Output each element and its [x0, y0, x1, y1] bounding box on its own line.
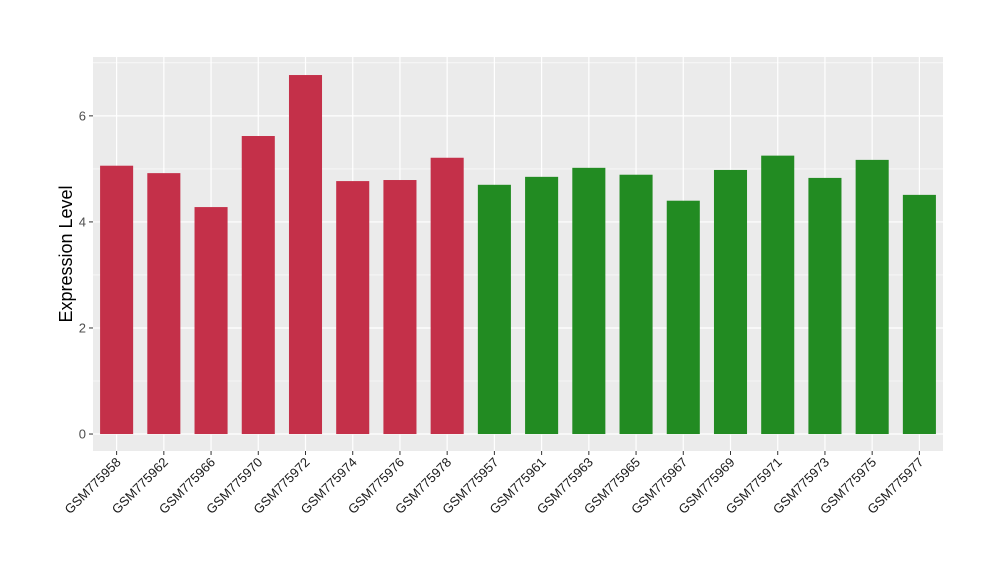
bar-GSM775978 — [430, 157, 464, 435]
bar-GSM775975 — [855, 159, 889, 435]
bar-GSM775972 — [288, 75, 323, 435]
bar-GSM775967 — [666, 200, 700, 435]
y-tick-label: 2 — [79, 320, 86, 335]
bar-GSM775963 — [572, 167, 606, 435]
bar-GSM775973 — [808, 177, 842, 435]
plot-panel — [93, 57, 943, 451]
x-axis: GSM775958GSM775962GSM775966GSM775970GSM7… — [62, 451, 927, 517]
bar-GSM775961 — [525, 176, 559, 435]
bar-GSM775971 — [761, 155, 795, 435]
y-axis: 0 2 4 6 — [79, 108, 93, 442]
y-tick-label: 0 — [79, 427, 86, 442]
bar-GSM775974 — [336, 181, 370, 435]
bar-GSM775958 — [100, 165, 134, 435]
y-axis-label: Expression Level — [56, 185, 76, 322]
bar-GSM775962 — [147, 173, 181, 435]
y-tick-label: 4 — [79, 214, 86, 229]
bar-GSM775965 — [619, 174, 653, 435]
y-tick-label: 6 — [79, 108, 86, 123]
bars — [100, 75, 936, 435]
bar-GSM775957 — [477, 184, 511, 435]
bar-GSM775966 — [194, 207, 228, 435]
bar-GSM775969 — [713, 169, 748, 435]
bar-GSM775976 — [383, 180, 417, 435]
bar-GSM775977 — [902, 194, 936, 435]
bar-GSM775970 — [241, 136, 275, 435]
